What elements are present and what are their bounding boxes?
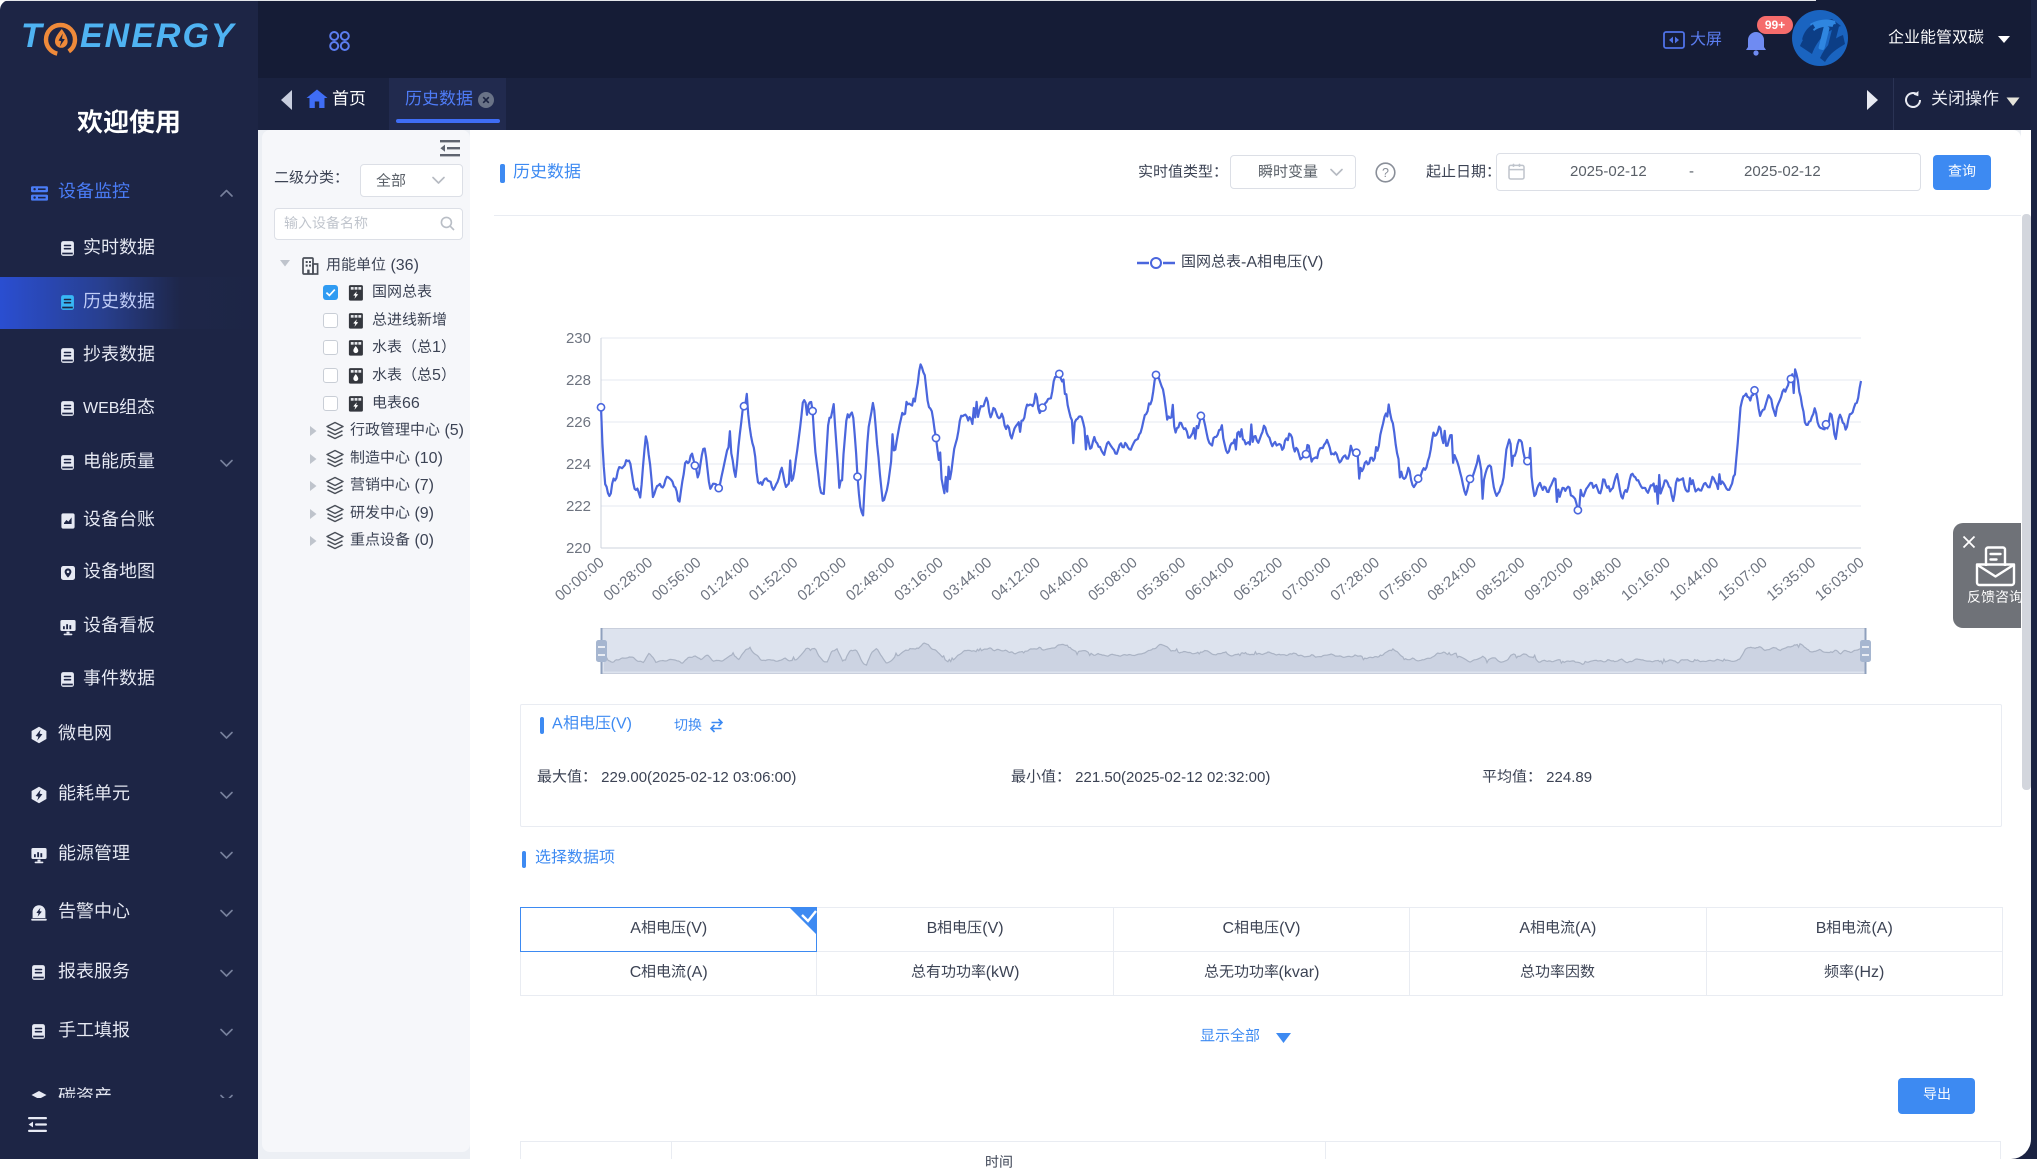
- svg-text:04:12:00: 04:12:00: [988, 554, 1044, 605]
- svg-text:03:16:00: 03:16:00: [891, 554, 947, 605]
- svg-text:16:03:00: 16:03:00: [1812, 554, 1868, 605]
- svg-text:04:40:00: 04:40:00: [1037, 554, 1093, 605]
- svg-text:09:20:00: 09:20:00: [1521, 554, 1577, 605]
- svg-text:08:24:00: 08:24:00: [1424, 554, 1480, 605]
- svg-text:03:44:00: 03:44:00: [940, 554, 996, 605]
- svg-text:226: 226: [566, 414, 591, 431]
- svg-text:15:07:00: 15:07:00: [1715, 554, 1771, 605]
- svg-text:07:56:00: 07:56:00: [1376, 554, 1432, 605]
- svg-text:15:35:00: 15:35:00: [1763, 554, 1819, 605]
- svg-text:222: 222: [566, 498, 591, 515]
- svg-text:220: 220: [566, 540, 591, 557]
- svg-text:06:04:00: 06:04:00: [1182, 554, 1238, 605]
- svg-text:01:24:00: 01:24:00: [697, 554, 753, 605]
- svg-text:06:32:00: 06:32:00: [1230, 554, 1286, 605]
- svg-text:224: 224: [566, 456, 591, 473]
- svg-text:09:48:00: 09:48:00: [1570, 554, 1626, 605]
- svg-text:00:56:00: 00:56:00: [649, 554, 705, 605]
- svg-text:00:28:00: 00:28:00: [600, 554, 656, 605]
- svg-text:228: 228: [566, 372, 591, 389]
- svg-text:?: ?: [1382, 166, 1389, 180]
- svg-text:08:52:00: 08:52:00: [1473, 554, 1529, 605]
- svg-text:02:20:00: 02:20:00: [794, 554, 850, 605]
- svg-text:07:28:00: 07:28:00: [1327, 554, 1383, 605]
- svg-text:05:08:00: 05:08:00: [1085, 554, 1141, 605]
- svg-text:230: 230: [566, 330, 591, 347]
- svg-text:07:00:00: 07:00:00: [1279, 554, 1335, 605]
- svg-text:02:48:00: 02:48:00: [843, 554, 899, 605]
- svg-text:10:16:00: 10:16:00: [1618, 554, 1674, 605]
- svg-text:10:44:00: 10:44:00: [1667, 554, 1723, 605]
- svg-text:00:00:00: 00:00:00: [552, 554, 608, 605]
- svg-text:05:36:00: 05:36:00: [1133, 554, 1189, 605]
- svg-text:01:52:00: 01:52:00: [746, 554, 802, 605]
